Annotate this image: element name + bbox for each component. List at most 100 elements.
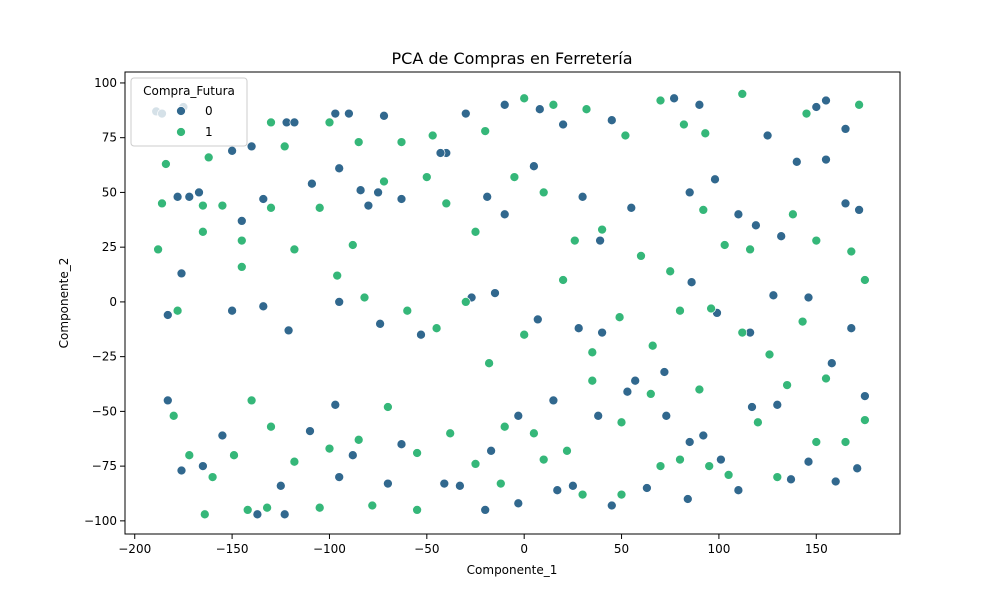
data-point-series-1: [441, 198, 452, 209]
data-point-series-0: [747, 402, 757, 412]
data-point-series-1: [412, 505, 422, 515]
chart-title: PCA de Compras en Ferretería: [392, 49, 633, 68]
data-point-series-1: [704, 461, 715, 471]
data-point-series-1: [655, 95, 666, 106]
data-point-series-0: [176, 268, 187, 279]
data-point-series-1: [706, 303, 716, 314]
y-tick-label: −100: [84, 514, 117, 528]
data-point-series-0: [334, 297, 345, 307]
data-point-series-1: [359, 292, 370, 303]
data-point-series-1: [655, 461, 666, 471]
data-point-series-0: [363, 200, 374, 211]
data-point-series-1: [821, 373, 831, 384]
data-point-series-0: [375, 318, 385, 329]
data-point-series-1: [694, 384, 705, 395]
data-point-series-1: [266, 202, 276, 213]
data-point-series-1: [811, 235, 822, 246]
data-point-series-1: [700, 128, 711, 139]
data-point-series-0: [330, 399, 341, 410]
data-point-series-1: [616, 417, 627, 428]
y-tick-label: −25: [92, 350, 117, 364]
data-point-series-0: [593, 410, 604, 421]
data-point-series-0: [811, 102, 822, 112]
legend-label-1: 1: [205, 125, 213, 139]
data-point-series-0: [573, 323, 584, 334]
data-point-series-0: [194, 187, 204, 198]
data-point-series-0: [283, 325, 294, 336]
data-point-series-0: [694, 99, 705, 110]
data-point-series-1: [367, 500, 378, 511]
data-point-series-0: [622, 386, 633, 397]
y-tick-label: −75: [92, 459, 117, 473]
data-point-series-0: [330, 108, 341, 119]
data-point-series-0: [821, 154, 831, 165]
data-point-series-0: [439, 478, 450, 489]
data-point-series-0: [552, 485, 563, 496]
data-point-series-0: [275, 480, 286, 491]
data-point-series-0: [659, 367, 670, 377]
data-point-series-1: [698, 205, 709, 215]
data-point-series-0: [772, 399, 783, 410]
data-point-series-0: [558, 119, 568, 130]
data-point-series-1: [184, 450, 195, 461]
data-point-series-1: [229, 450, 239, 461]
data-point-series-1: [236, 235, 247, 246]
legend-marker-0: [176, 106, 186, 116]
data-point-series-0: [227, 145, 237, 156]
data-point-series-1: [324, 443, 335, 454]
data-point-series-0: [826, 358, 837, 369]
data-point-series-1: [860, 275, 870, 285]
data-point-series-0: [803, 456, 814, 467]
data-point-series-0: [830, 476, 841, 487]
data-point-series-0: [684, 187, 695, 198]
x-tick-label: −50: [414, 542, 439, 556]
data-point-series-0: [846, 323, 857, 334]
data-point-series-1: [675, 454, 685, 465]
data-point-series-1: [396, 137, 407, 147]
data-point-series-1: [445, 428, 456, 439]
data-point-series-1: [198, 200, 208, 211]
data-point-series-1: [519, 93, 530, 104]
data-point-series-1: [379, 176, 389, 187]
data-point-series-1: [772, 472, 783, 482]
data-point-series-0: [762, 130, 773, 141]
data-point-series-0: [455, 480, 465, 491]
plot-frame: [124, 71, 901, 535]
data-point-series-0: [252, 509, 263, 520]
data-point-series-0: [396, 439, 407, 450]
data-point-series-1: [412, 448, 422, 458]
data-point-series-0: [486, 445, 496, 456]
data-point-series-1: [562, 445, 572, 456]
data-point-series-1: [199, 509, 210, 520]
data-point-series-1: [324, 117, 335, 128]
legend-marker-1: [176, 127, 186, 137]
data-point-series-1: [764, 349, 775, 360]
data-point-series-0: [860, 391, 870, 401]
data-point-series-1: [207, 472, 218, 482]
data-point-series-0: [751, 220, 761, 231]
data-point-series-1: [529, 428, 539, 439]
data-point-series-0: [513, 410, 524, 421]
data-point-series-1: [480, 126, 491, 136]
data-point-series-0: [246, 141, 257, 152]
data-point-series-0: [236, 216, 247, 226]
y-tick-label: 100: [94, 76, 117, 90]
data-point-series-1: [597, 224, 607, 235]
data-point-series-1: [421, 172, 432, 182]
data-point-series-0: [279, 509, 290, 520]
y-tick-label: 25: [102, 240, 117, 254]
data-point-series-1: [788, 209, 798, 220]
data-point-series-0: [162, 395, 173, 406]
data-point-series-0: [396, 194, 407, 204]
data-point-series-1: [538, 454, 549, 465]
data-point-series-1: [198, 226, 208, 237]
x-axis-label: Componente_1: [467, 563, 558, 577]
data-point-series-1: [801, 108, 812, 119]
data-point-series-1: [723, 470, 734, 480]
data-point-series-1: [636, 251, 646, 261]
data-point-series-1: [519, 329, 530, 340]
data-point-series-0: [289, 117, 300, 128]
y-tick-label: 75: [102, 131, 117, 145]
data-point-series-0: [534, 104, 545, 115]
data-point-series-0: [176, 465, 187, 476]
